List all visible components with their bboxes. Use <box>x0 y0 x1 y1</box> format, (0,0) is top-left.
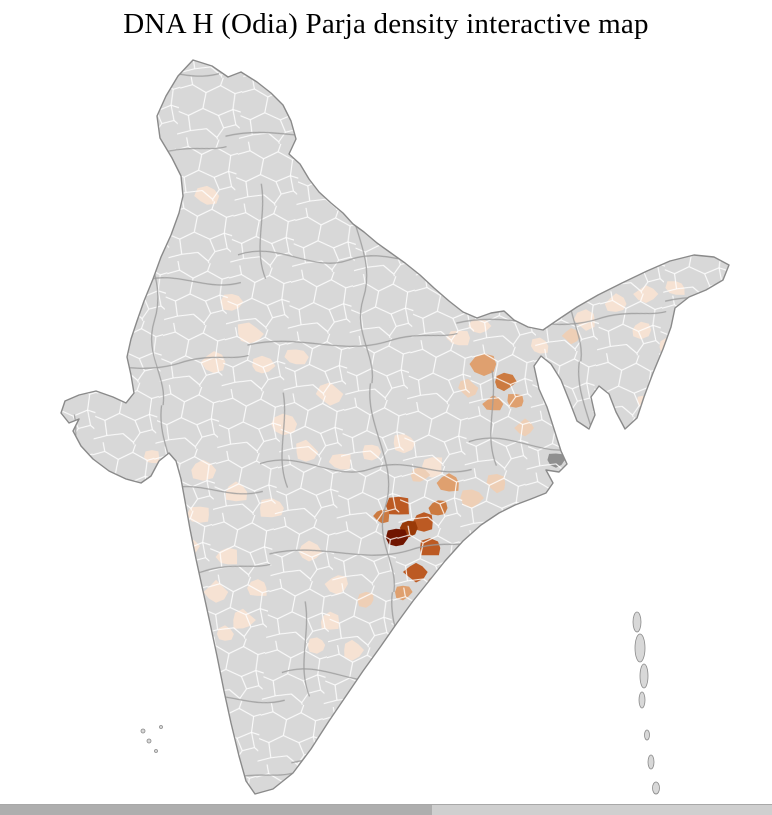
district-patch-low[interactable] <box>692 295 708 311</box>
island <box>634 633 646 663</box>
district-patch-low[interactable] <box>684 343 702 356</box>
horizontal-scrollbar[interactable] <box>0 804 772 815</box>
scrollbar-thumb[interactable] <box>0 805 432 815</box>
island <box>652 781 660 795</box>
island <box>632 611 642 633</box>
islands <box>140 611 660 795</box>
island <box>159 725 163 729</box>
island <box>639 663 649 689</box>
island <box>154 749 158 753</box>
island <box>140 728 146 734</box>
island <box>644 729 650 741</box>
island <box>146 738 152 744</box>
island <box>638 691 646 709</box>
india-outline <box>60 59 730 795</box>
district-patch-low[interactable] <box>693 361 707 378</box>
island <box>647 754 655 770</box>
district-patch-low[interactable] <box>650 374 666 390</box>
